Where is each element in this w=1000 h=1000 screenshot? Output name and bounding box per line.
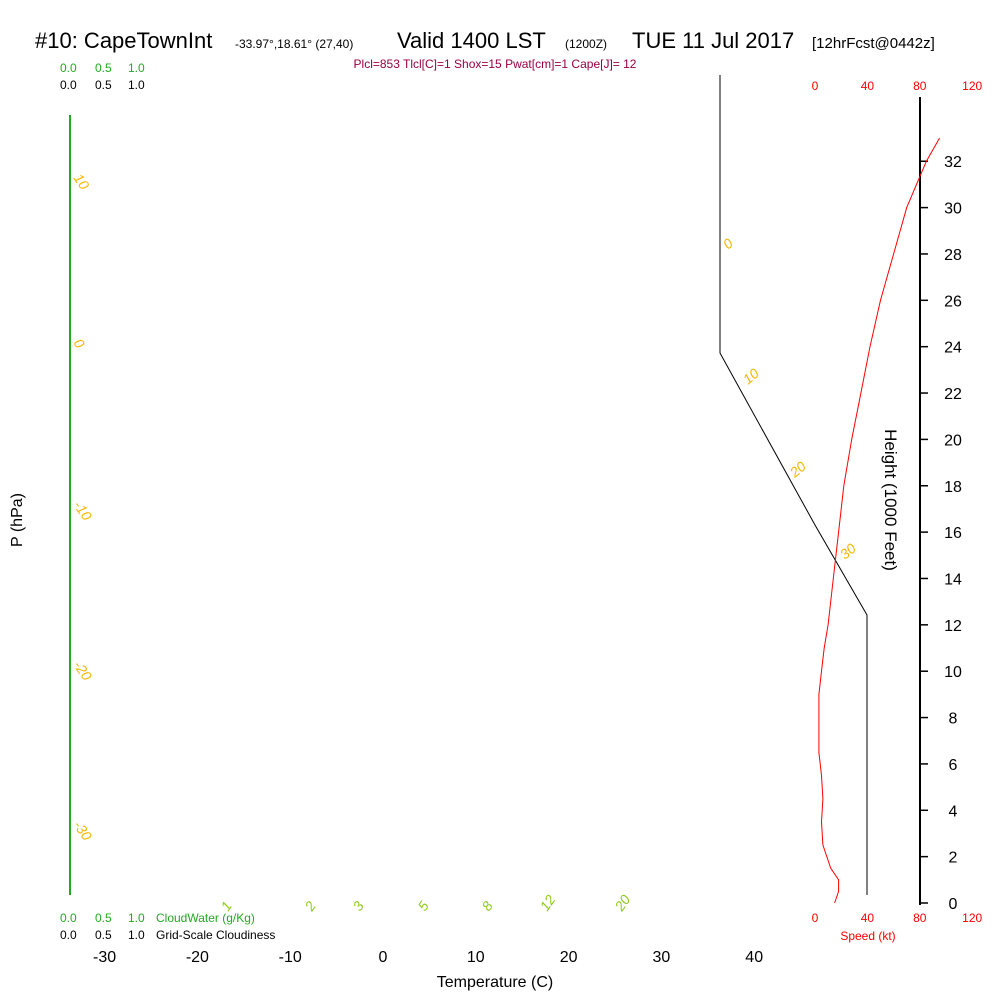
height-tick-label: 20 — [944, 432, 962, 449]
cloudiness-label: Grid-Scale Cloudiness — [156, 928, 275, 942]
svg-text:0.0: 0.0 — [60, 61, 77, 75]
height-tick-label: 26 — [944, 293, 962, 310]
svg-text:0.0: 0.0 — [60, 928, 77, 942]
valid-date: TUE 11 Jul 2017 — [632, 28, 794, 53]
speed-tick-top: 0 — [812, 79, 819, 93]
svg-text:1.0: 1.0 — [128, 928, 145, 942]
moist-label: 0 — [720, 235, 736, 252]
zulu-time: (1200Z) — [565, 37, 607, 51]
sounding-indices: Plcl=853 Tlcl[C]=1 Shox=15 Pwat[cm]=1 Ca… — [354, 57, 637, 71]
mixing-ratio-label: 8 — [478, 898, 496, 914]
svg-text:0.5: 0.5 — [95, 61, 112, 75]
cloud-scale-top: 0.0 0.5 1.0 0.0 0.5 1.0 — [60, 61, 145, 92]
svg-text:0.0: 0.0 — [60, 911, 77, 925]
svg-text:0.5: 0.5 — [95, 911, 112, 925]
mixing-ratio-label: 5 — [414, 898, 432, 914]
height-tick-label: 18 — [944, 479, 962, 496]
height-tick-label: 32 — [944, 154, 962, 171]
dry-adiabat-label: -20 — [71, 658, 96, 684]
height-axis-label: Height (1000 Feet) — [881, 429, 900, 571]
speed-tick-bottom: 40 — [861, 911, 875, 925]
temperature-tick-label: 30 — [653, 949, 671, 966]
height-tick-label: 6 — [949, 757, 958, 774]
temperature-tick-label: -10 — [279, 949, 302, 966]
height-tick-label: 0 — [949, 896, 958, 913]
speed-tick-bottom: 0 — [812, 911, 819, 925]
speed-profile-line — [818, 137, 940, 904]
height-tick-label: 16 — [944, 525, 962, 542]
height-tick-label: 24 — [944, 340, 962, 357]
forecast-info: [12hrFcst@0442z] — [812, 35, 935, 52]
speed-tick-top: 120 — [962, 79, 982, 93]
speed-tick-top: 80 — [913, 79, 927, 93]
height-tick-label: 22 — [944, 386, 962, 403]
dry-adiabat-label: -10 — [71, 498, 96, 524]
temperature-tick-label: 10 — [467, 949, 485, 966]
y-axis-label: P (hPa) — [9, 493, 26, 547]
temperature-tick-label: -30 — [93, 949, 116, 966]
moist-label: 30 — [837, 540, 859, 562]
speed-axis-label: Speed (kt) — [840, 929, 895, 943]
height-tick-label: 28 — [944, 247, 962, 264]
temperature-ticks: -30 -20 -10 0 10 20 30 40 — [93, 949, 763, 966]
svg-text:0.0: 0.0 — [60, 78, 77, 92]
height-tick-label: 12 — [944, 618, 962, 635]
temperature-tick-label: 0 — [379, 949, 388, 966]
dry-adiabat-label: -30 — [71, 818, 96, 844]
cloud-scale-bottom: 0.0 0.5 1.0 CloudWater (g/Kg) 0.0 0.5 1.… — [60, 911, 275, 942]
svg-text:1.0: 1.0 — [128, 61, 145, 75]
svg-text:0.5: 0.5 — [95, 928, 112, 942]
speed-tick-top: 40 — [861, 79, 875, 93]
cloudwater-label: CloudWater (g/Kg) — [156, 911, 255, 925]
mixing-ratio-label: 3 — [349, 898, 367, 914]
mixing-ratio-label: 2 — [301, 898, 319, 915]
height-tick-label: 30 — [944, 201, 962, 218]
height-tick-label: 10 — [944, 664, 962, 681]
height-tick-label: 8 — [949, 711, 958, 728]
dry-adiabat-label: 0 — [71, 336, 89, 352]
x-axis-label: Temperature (C) — [437, 974, 553, 991]
panel-outline — [719, 75, 868, 895]
speed-profile: 0 40 80 1200 40 80 120 — [812, 79, 983, 925]
svg-text:0.5: 0.5 — [95, 78, 112, 92]
temperature-tick-label: 20 — [560, 949, 578, 966]
speed-tick-bottom: 120 — [962, 911, 982, 925]
temperature-tick-label: -20 — [186, 949, 209, 966]
speed-tick-bottom: 80 — [913, 911, 927, 925]
station-coords: -33.97°,18.61° (27,40) — [235, 37, 353, 51]
valid-time: Valid 1400 LST — [397, 28, 546, 53]
svg-text:1.0: 1.0 — [128, 911, 145, 925]
height-tick-label: 14 — [944, 571, 962, 588]
height-tick-label: 4 — [949, 803, 958, 820]
temperature-tick-label: 40 — [745, 949, 763, 966]
mixing-ratio-label: 12 — [536, 892, 558, 914]
mixing-ratio-label: 20 — [611, 892, 634, 915]
svg-text:1.0: 1.0 — [128, 78, 145, 92]
dry-adiabat-label: 10 — [71, 171, 93, 193]
station-title: #10: CapeTownInt — [35, 28, 212, 53]
moist-label: 20 — [786, 458, 809, 481]
moist-label: 10 — [740, 365, 762, 387]
height-tick-label: 2 — [949, 850, 958, 867]
